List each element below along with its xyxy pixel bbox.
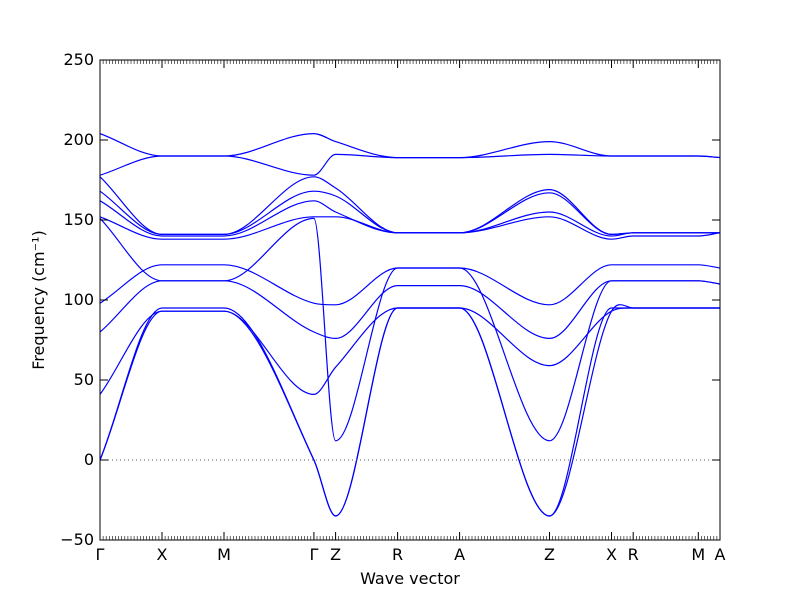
x-tick-label: A — [715, 545, 726, 564]
series-layer — [100, 132, 720, 517]
band-line-2 — [100, 307, 720, 517]
band-line-4 — [100, 280, 720, 340]
x-tick-label: X — [157, 545, 168, 564]
y-tick-label: −50 — [60, 530, 94, 549]
band-line-5 — [100, 264, 720, 306]
y-axis-label: Frequency (cm⁻¹) — [29, 230, 48, 369]
x-tick-label: R — [628, 545, 639, 564]
y-tick-label: 150 — [63, 210, 94, 229]
x-tick-label: X — [606, 545, 617, 564]
y-tick-label: 200 — [63, 130, 94, 149]
x-tick-label: R — [392, 545, 403, 564]
x-tick-label: Γ — [309, 545, 318, 564]
band-line-1 — [100, 304, 720, 517]
plot-frame — [99, 59, 721, 541]
x-tick-label: Γ — [96, 545, 105, 564]
x-tick-label: A — [454, 545, 465, 564]
minor-ticks — [99, 60, 718, 540]
y-tick-label: 50 — [74, 370, 94, 389]
y-axis-ticks: −50 0 50 100 150 200 250 — [60, 50, 720, 549]
x-tick-label: Z — [544, 545, 555, 564]
y-tick-label: 100 — [63, 290, 94, 309]
x-tick-label: M — [691, 545, 705, 564]
band-line-8 — [100, 200, 720, 237]
y-tick-label: 250 — [63, 50, 94, 69]
band-line-10 — [100, 176, 720, 236]
x-axis-label: Wave vector — [360, 569, 460, 588]
y-tick-label: 0 — [84, 450, 94, 469]
x-tick-label: Z — [330, 545, 341, 564]
x-tick-label: M — [217, 545, 231, 564]
band-line-6 — [100, 217, 720, 442]
band-line-12 — [100, 132, 720, 159]
band-line-9 — [100, 190, 720, 236]
band-line-3 — [100, 307, 720, 396]
